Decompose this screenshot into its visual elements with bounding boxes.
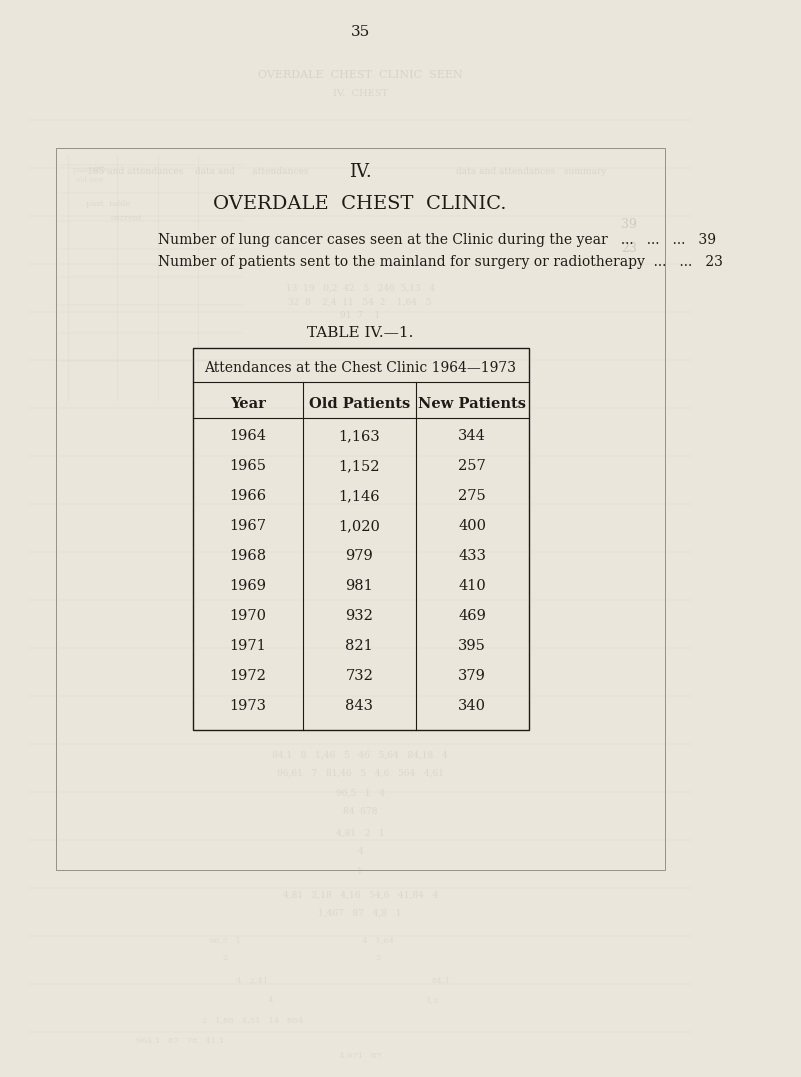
Text: OVERDALE  CHEST  CLINIC  SEEN: OVERDALE CHEST CLINIC SEEN [258, 70, 462, 80]
Text: 35: 35 [351, 25, 370, 39]
Text: 1,163: 1,163 [338, 429, 380, 443]
Text: New Patients: New Patients [418, 397, 526, 411]
Text: 732: 732 [345, 669, 373, 683]
Bar [56, 148, 665, 870]
Text: 843: 843 [345, 699, 373, 713]
Text: 96,5   1: 96,5 1 [209, 936, 241, 945]
Text: 1,020: 1,020 [338, 519, 380, 533]
Text: 395: 395 [458, 639, 486, 653]
Text: 91  7    1: 91 7 1 [340, 311, 380, 321]
Text: Attendances at the Chest Clinic 1964—1973: Attendances at the Chest Clinic 1964—197… [204, 361, 516, 375]
Text: 13  19   0,2  42   5   246  5,13   4: 13 19 0,2 42 5 246 5,13 4 [286, 283, 435, 293]
Text: 821: 821 [345, 639, 373, 653]
Text: current: current [111, 214, 142, 222]
Text: 964,1   87   78   41,1: 964,1 87 78 41,1 [136, 1036, 224, 1044]
Text: Year: Year [230, 397, 266, 411]
Text: 185 and attendances    data and      attendances: 185 and attendances data and attendances [87, 168, 309, 177]
Text: 257: 257 [458, 459, 486, 473]
Text: 84,1: 84,1 [432, 976, 451, 984]
Text: 410: 410 [458, 579, 486, 593]
Text: 39: 39 [622, 219, 638, 232]
Text: 1: 1 [357, 867, 363, 877]
Text: 275: 275 [458, 489, 486, 503]
Text: 4: 4 [357, 848, 363, 856]
Text: 1968: 1968 [229, 549, 266, 563]
Text: 96,5   1   4: 96,5 1 4 [336, 788, 384, 797]
Text: 4   2,41: 4 2,41 [236, 976, 268, 984]
Text: 4,81   2,18   4,16   54,6   41,84   4: 4,81 2,18 4,16 54,6 41,84 4 [283, 891, 438, 899]
Text: Old Patients: Old Patients [308, 397, 410, 411]
Text: 379: 379 [458, 669, 486, 683]
Text: 84,1   8   1,46   5   46   5,64   84,18   4: 84,1 8 1,46 5 46 5,64 84,18 4 [272, 751, 448, 759]
Text: 1967: 1967 [229, 519, 266, 533]
Text: Number of lung cancer cases seen at the Clinic during the year   ...   ...   ...: Number of lung cancer cases seen at the … [158, 233, 715, 247]
Text: 2   1,68   4,51   14   684: 2 1,68 4,51 14 684 [202, 1016, 303, 1024]
Text: 1970: 1970 [229, 609, 266, 623]
Text: IV.  CHEST: IV. CHEST [332, 88, 388, 98]
Text: 4,671   87: 4,671 87 [339, 1051, 381, 1059]
Text: 932: 932 [345, 609, 373, 623]
Text: 469: 469 [458, 609, 486, 623]
Text: 5: 5 [376, 954, 381, 962]
Text: 1965: 1965 [229, 459, 266, 473]
Text: OVERDALE  CHEST  CLINIC.: OVERDALE CHEST CLINIC. [213, 195, 507, 213]
Text: 979: 979 [345, 549, 373, 563]
Text: 1964: 1964 [229, 429, 266, 443]
Text: 1971: 1971 [229, 639, 266, 653]
Text: 340: 340 [458, 699, 486, 713]
Text: IV.: IV. [348, 163, 372, 181]
Bar [193, 348, 529, 730]
Text: data and attendances   summary: data and attendances summary [456, 168, 606, 177]
Text: past table
old new: past table old new [73, 166, 107, 184]
Text: 84  678: 84 678 [343, 808, 377, 816]
Text: 981: 981 [345, 579, 373, 593]
Text: 4   1,64: 4 1,64 [362, 936, 394, 945]
Text: 1,146: 1,146 [339, 489, 380, 503]
Text: 1966: 1966 [229, 489, 266, 503]
Text: past  table: past table [86, 200, 131, 208]
Text: 1969: 1969 [229, 579, 266, 593]
Text: 344: 344 [458, 429, 486, 443]
Text: 1,152: 1,152 [339, 459, 380, 473]
Text: 4: 4 [268, 996, 273, 1004]
Text: 96,61   7   81,46   5   4,6   564   4,61: 96,61 7 81,46 5 4,6 564 4,61 [276, 769, 444, 778]
Text: 4,81   2   1: 4,81 2 1 [336, 828, 384, 838]
Text: 32  8    2,4  11   54  2    1,64   5: 32 8 2,4 11 54 2 1,64 5 [288, 297, 432, 307]
Text: 1972: 1972 [229, 669, 266, 683]
Text: TABLE IV.—1.: TABLE IV.—1. [307, 326, 413, 340]
Text: 1973: 1973 [229, 699, 266, 713]
Text: Number of patients sent to the mainland for surgery or radiotherapy  ...   ...  : Number of patients sent to the mainland … [158, 255, 723, 269]
Text: 400: 400 [458, 519, 486, 533]
Text: 23: 23 [622, 241, 638, 254]
Text: 1,2: 1,2 [425, 996, 439, 1004]
Text: 2: 2 [223, 954, 227, 962]
Text: 1,467   87   4,8   1: 1,467 87 4,8 1 [319, 909, 402, 918]
Text: 433: 433 [458, 549, 486, 563]
